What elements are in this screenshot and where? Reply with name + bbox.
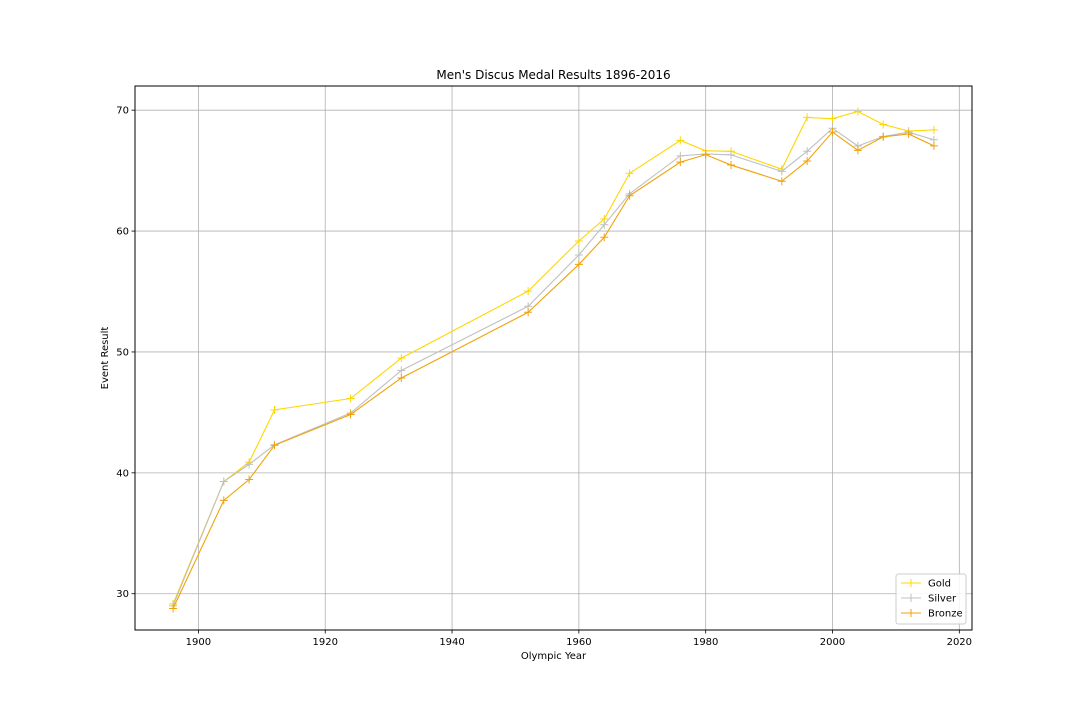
data-point-bronze — [219, 496, 228, 505]
data-point-bronze — [904, 129, 913, 138]
data-point-bronze — [245, 475, 254, 484]
y-axis-label: Event Result — [100, 327, 111, 390]
data-point-bronze — [346, 410, 355, 419]
data-point-bronze — [574, 260, 583, 269]
x-tick-label: 2000 — [820, 637, 845, 648]
legend-marker-bronze — [907, 609, 915, 617]
legend-box — [895, 573, 967, 625]
data-point-gold — [828, 114, 837, 123]
legend-label-bronze: Bronze — [928, 609, 963, 620]
data-point-gold — [625, 169, 634, 178]
data-point-bronze — [676, 158, 685, 167]
legend-item-bronze: Bronze — [901, 609, 963, 620]
data-point-gold — [879, 120, 888, 129]
data-point-gold — [853, 107, 862, 116]
data-point-bronze — [625, 191, 634, 200]
x-tick-label: 1940 — [439, 637, 464, 648]
series-gold — [169, 107, 938, 609]
data-point-gold — [270, 405, 279, 414]
data-point-gold — [524, 287, 533, 296]
data-point-bronze — [397, 373, 406, 382]
grid — [135, 86, 972, 630]
y-tick-label: 70 — [116, 106, 129, 117]
data-point-bronze — [777, 177, 786, 186]
data-point-gold — [676, 136, 685, 145]
legend-marker-gold — [907, 579, 915, 587]
data-point-bronze — [270, 441, 279, 450]
x-tick-label: 2020 — [947, 637, 972, 648]
y-tick-label: 50 — [116, 347, 129, 358]
legend-item-gold: Gold — [901, 579, 951, 590]
x-tick-label: 1920 — [313, 637, 338, 648]
series-layer — [169, 107, 938, 613]
data-point-gold — [929, 125, 938, 134]
data-point-silver — [777, 167, 786, 176]
chart-title: Men's Discus Medal Results 1896-2016 — [436, 68, 670, 82]
legend-label-gold: Gold — [928, 579, 951, 590]
data-point-silver — [245, 460, 254, 469]
y-tick-label: 40 — [116, 468, 129, 479]
data-point-bronze — [600, 233, 609, 242]
data-point-gold — [574, 236, 583, 245]
data-point-bronze — [828, 128, 837, 137]
x-axis-label: Olympic Year — [521, 651, 587, 662]
legend: Gold Silver Bronze — [895, 573, 967, 625]
y-tick-label: 60 — [116, 227, 129, 238]
data-point-bronze — [929, 141, 938, 150]
data-point-silver — [219, 477, 228, 486]
data-point-silver — [803, 147, 812, 156]
x-tick-label: 1900 — [186, 637, 211, 648]
data-point-bronze — [727, 161, 736, 170]
data-point-bronze — [701, 150, 710, 159]
data-point-bronze — [169, 604, 178, 613]
legend-marker-silver — [907, 594, 915, 602]
data-point-silver — [727, 150, 736, 159]
ticks: 1900 1920 1940 1960 1980 2000 2020 30 40 50 60 70 — [116, 106, 972, 648]
series-line-silver — [172, 127, 935, 607]
data-point-silver — [574, 251, 583, 260]
y-tick-label: 30 — [116, 589, 129, 600]
legend-item-silver: Silver — [901, 594, 957, 605]
data-point-silver — [600, 220, 609, 229]
data-point-gold — [803, 113, 812, 122]
data-point-gold — [346, 394, 355, 403]
data-point-bronze — [879, 132, 888, 141]
data-point-gold — [397, 354, 406, 363]
x-tick-label: 1960 — [566, 637, 591, 648]
legend-label-silver: Silver — [928, 594, 957, 605]
data-point-bronze — [853, 146, 862, 155]
series-line-bronze — [172, 131, 935, 609]
plot-frame — [134, 85, 973, 631]
data-point-bronze — [524, 308, 533, 317]
series-bronze — [169, 128, 938, 613]
series-line-gold — [172, 110, 934, 605]
data-point-bronze — [803, 156, 812, 165]
data-point-silver — [397, 366, 406, 375]
x-tick-label: 1980 — [693, 637, 718, 648]
